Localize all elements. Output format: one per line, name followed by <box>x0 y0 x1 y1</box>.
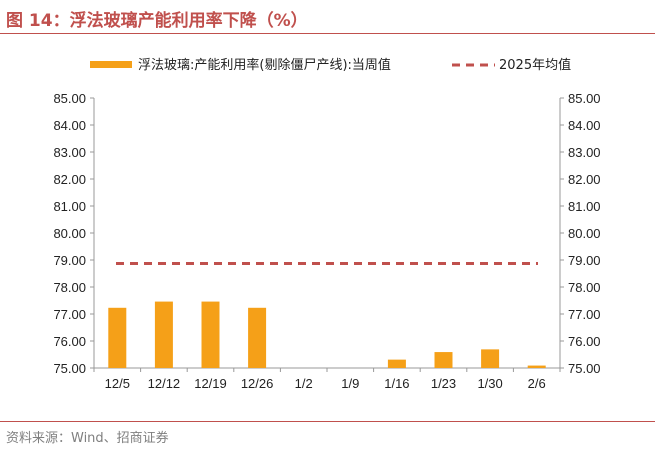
bar <box>108 307 127 368</box>
legend-label-line: 2025年均值 <box>499 57 571 73</box>
legend-label-bar: 浮法玻璃:产能利用率(剔除僵尸产线):当周值 <box>138 57 391 73</box>
y-tick-label-left: 77.00 <box>53 307 86 322</box>
x-tick-label: 12/5 <box>105 376 130 391</box>
footer-rule <box>0 421 655 422</box>
title-rule <box>0 33 655 34</box>
y-tick-label-right: 83.00 <box>568 145 601 160</box>
y-tick-label-right: 82.00 <box>568 172 601 187</box>
chart-legend: 浮法玻璃:产能利用率(剔除僵尸产线):当周值 2025年均值 <box>90 57 571 73</box>
y-tick-label-left: 81.00 <box>53 199 86 214</box>
legend-swatch-bar <box>90 61 132 68</box>
x-tick-label: 1/16 <box>384 376 409 391</box>
x-tick-label: 1/2 <box>295 376 313 391</box>
y-tick-label-left: 75.00 <box>53 361 86 376</box>
y-tick-label-left: 78.00 <box>53 280 86 295</box>
y-tick-label-left: 83.00 <box>53 145 86 160</box>
bar <box>201 301 220 368</box>
y-tick-label-left: 85.00 <box>53 91 86 106</box>
chart-bars <box>108 301 546 368</box>
bar <box>248 307 267 368</box>
y-tick-label-right: 81.00 <box>568 199 601 214</box>
y-tick-label-left: 79.00 <box>53 253 86 268</box>
figure-title: 图 14：浮法玻璃产能利用率下降（%） <box>6 11 308 31</box>
x-tick-label: 12/12 <box>148 376 181 391</box>
y-tick-label-right: 84.00 <box>568 118 601 133</box>
y-tick-label-right: 80.00 <box>568 226 601 241</box>
bar <box>434 352 453 368</box>
y-tick-label-right: 76.00 <box>568 334 601 349</box>
y-tick-label-left: 84.00 <box>53 118 86 133</box>
y-tick-label-left: 80.00 <box>53 226 86 241</box>
bar <box>481 349 500 368</box>
source-note: 资料来源：Wind、招商证券 <box>6 431 169 446</box>
x-tick-label: 1/9 <box>341 376 359 391</box>
bar <box>527 365 546 368</box>
x-tick-label: 1/30 <box>477 376 502 391</box>
y-tick-label-right: 77.00 <box>568 307 601 322</box>
y-tick-label-right: 79.00 <box>568 253 601 268</box>
y-tick-label-left: 76.00 <box>53 334 86 349</box>
bar <box>154 301 173 368</box>
chart-labels: 75.00 75.00 76.00 76.00 77.00 77.00 78.00 78.00… <box>53 91 600 391</box>
y-tick-label-right: 85.00 <box>568 91 601 106</box>
x-tick-label: 12/19 <box>194 376 227 391</box>
x-tick-label: 12/26 <box>241 376 274 391</box>
x-tick-label: 1/23 <box>431 376 456 391</box>
x-tick-label: 2/6 <box>528 376 546 391</box>
y-tick-label-left: 82.00 <box>53 172 86 187</box>
y-tick-label-right: 75.00 <box>568 361 601 376</box>
y-tick-label-right: 78.00 <box>568 280 601 295</box>
bar <box>387 359 406 368</box>
